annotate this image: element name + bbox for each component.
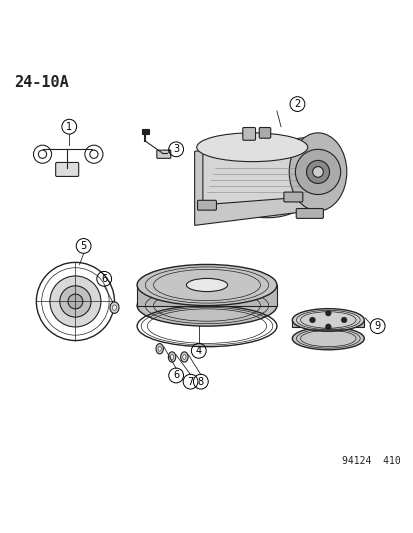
Ellipse shape [289,133,346,211]
Ellipse shape [170,354,173,359]
Polygon shape [292,319,363,327]
FancyBboxPatch shape [283,192,302,202]
Circle shape [50,276,101,327]
Circle shape [68,294,83,309]
Text: 7: 7 [187,377,193,386]
FancyBboxPatch shape [142,129,148,134]
Ellipse shape [112,305,116,310]
Text: 5: 5 [80,241,87,251]
Ellipse shape [292,309,363,332]
Ellipse shape [137,285,276,326]
Text: 6: 6 [173,370,179,381]
Circle shape [306,160,329,183]
Ellipse shape [110,302,119,313]
Circle shape [325,324,330,329]
Ellipse shape [182,354,185,359]
Circle shape [312,167,323,177]
Text: 8: 8 [197,377,203,386]
FancyBboxPatch shape [157,150,171,158]
Ellipse shape [180,352,188,362]
FancyBboxPatch shape [296,208,323,219]
Ellipse shape [168,352,176,362]
Ellipse shape [203,134,317,218]
Circle shape [309,317,315,323]
Circle shape [295,149,340,195]
Ellipse shape [156,344,163,354]
FancyBboxPatch shape [55,163,78,176]
Text: 24-10A: 24-10A [14,75,68,90]
Text: 1: 1 [66,122,72,132]
Ellipse shape [186,278,227,292]
FancyBboxPatch shape [259,127,270,138]
Polygon shape [202,143,309,205]
Text: 4: 4 [195,346,202,356]
Text: 94124  410: 94124 410 [341,456,399,466]
Text: 2: 2 [294,99,300,109]
Circle shape [340,317,346,323]
Text: 3: 3 [173,144,179,154]
FancyBboxPatch shape [242,127,255,140]
Circle shape [59,286,91,317]
Ellipse shape [196,133,307,161]
Ellipse shape [137,264,276,305]
Polygon shape [137,285,276,305]
Circle shape [325,310,330,316]
FancyBboxPatch shape [197,200,216,210]
Polygon shape [194,135,325,225]
Text: 9: 9 [374,321,380,331]
Ellipse shape [158,346,161,351]
Ellipse shape [292,327,363,350]
Text: 6: 6 [101,274,107,284]
